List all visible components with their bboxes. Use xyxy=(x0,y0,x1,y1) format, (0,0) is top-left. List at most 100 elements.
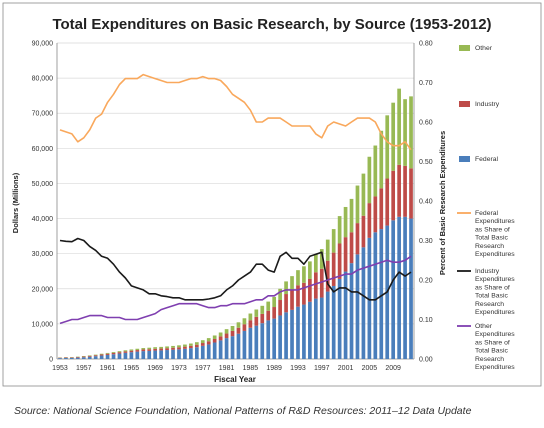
bar-federal xyxy=(224,338,229,359)
bar-other xyxy=(189,343,193,346)
y2-tick-label: 0.20 xyxy=(419,278,433,285)
bar-industry xyxy=(123,351,128,353)
legend-label-industry: Industry xyxy=(475,101,500,108)
bar-industry xyxy=(87,355,92,357)
legend-label-other: Other xyxy=(475,45,493,52)
bar-other xyxy=(379,130,384,189)
bar-industry xyxy=(284,294,288,313)
x-tick-label: 1961 xyxy=(100,365,116,372)
bar-other xyxy=(254,309,259,317)
bar-federal xyxy=(177,349,181,359)
bar-federal xyxy=(349,263,354,359)
bar-industry xyxy=(331,252,336,286)
bar-industry xyxy=(272,307,277,319)
y-axis-label: Dollars (Millions) xyxy=(11,172,20,233)
legend-label-line: Expenditures xyxy=(475,331,515,338)
bar-other xyxy=(409,96,413,169)
y2-tick-label: 0.70 xyxy=(419,80,433,87)
bar-other xyxy=(177,345,181,348)
bar-industry xyxy=(373,196,378,233)
bar-other xyxy=(367,156,372,204)
bar-other xyxy=(194,342,199,345)
basic-research-chart: Total Expenditures on Basic Research, by… xyxy=(2,2,542,387)
bar-federal xyxy=(81,357,86,359)
legend-label-line: Expenditures xyxy=(475,276,515,283)
bar-industry xyxy=(290,290,294,310)
bar-industry xyxy=(159,348,163,351)
legend-label-line: as Share of xyxy=(475,284,510,291)
bar-federal xyxy=(355,254,360,359)
bar-federal xyxy=(171,349,175,359)
bar-federal xyxy=(159,350,163,359)
bar-industry xyxy=(296,285,300,307)
bar-federal xyxy=(99,355,104,359)
x-tick-label: 1981 xyxy=(219,365,235,372)
bar-federal xyxy=(343,271,348,359)
bar-industry xyxy=(355,223,360,255)
bar-other xyxy=(165,346,169,349)
bar-federal xyxy=(361,247,366,359)
bar-industry xyxy=(135,350,140,352)
bar-other xyxy=(135,348,140,351)
y2-axis-label: Percent of Basic Research Expenditures xyxy=(438,131,447,275)
bar-industry xyxy=(212,338,217,343)
legend-label-line: Total Basic xyxy=(475,348,508,355)
x-tick-label: 1997 xyxy=(314,365,330,372)
bar-federal xyxy=(141,351,146,359)
x-tick-label: 2009 xyxy=(385,365,401,372)
y-tick-label: 20,000 xyxy=(32,286,54,293)
bar-industry xyxy=(397,164,401,217)
bar-industry xyxy=(337,243,342,279)
bar-federal xyxy=(403,216,407,359)
bar-federal xyxy=(58,358,62,359)
x-tick-label: 1953 xyxy=(52,365,68,372)
bar-other xyxy=(331,229,336,253)
bar-other xyxy=(212,335,217,339)
bar-federal xyxy=(135,351,140,359)
bar-other xyxy=(391,102,396,171)
y-tick-label: 50,000 xyxy=(32,181,54,188)
legend-label-federal: Federal xyxy=(475,156,499,163)
bar-other xyxy=(123,350,128,352)
bar-other xyxy=(141,348,146,350)
bar-industry xyxy=(147,349,152,351)
bar-federal xyxy=(183,348,187,359)
bar-federal xyxy=(254,325,259,359)
bar-federal xyxy=(87,356,92,359)
bar-other xyxy=(248,313,253,321)
bar-other xyxy=(117,351,122,353)
bar-other xyxy=(206,338,211,342)
bar-other xyxy=(308,261,312,279)
bar-federal xyxy=(397,216,401,359)
bar-other xyxy=(87,355,92,356)
bar-other xyxy=(230,325,235,331)
bar-federal xyxy=(409,218,413,359)
source-caption: Source: National Science Foundation, Nat… xyxy=(14,405,472,417)
bar-federal xyxy=(260,323,265,359)
bar-industry xyxy=(117,352,122,354)
bar-federal xyxy=(123,352,128,359)
bar-other xyxy=(343,206,348,238)
bar-other xyxy=(159,346,163,349)
bar-federal xyxy=(367,237,372,359)
x-tick-label: 1989 xyxy=(266,365,282,372)
bar-other xyxy=(361,173,366,216)
x-tick-label: 1969 xyxy=(147,365,163,372)
bar-other xyxy=(313,254,318,273)
bar-other xyxy=(236,322,241,328)
bar-industry xyxy=(81,356,86,358)
bar-industry xyxy=(278,300,282,316)
bar-federal xyxy=(93,356,98,359)
bar-industry xyxy=(129,350,134,353)
bar-federal xyxy=(325,291,330,359)
bar-industry xyxy=(403,165,407,217)
bar-industry xyxy=(260,313,265,324)
bar-industry xyxy=(153,348,158,351)
bar-federal xyxy=(266,320,271,359)
bar-other xyxy=(266,301,271,311)
bar-federal xyxy=(296,306,300,359)
legend-label-line: Total Basic xyxy=(475,235,508,242)
bar-industry xyxy=(236,327,241,334)
bar-other xyxy=(99,353,104,355)
bar-federal xyxy=(212,342,217,359)
